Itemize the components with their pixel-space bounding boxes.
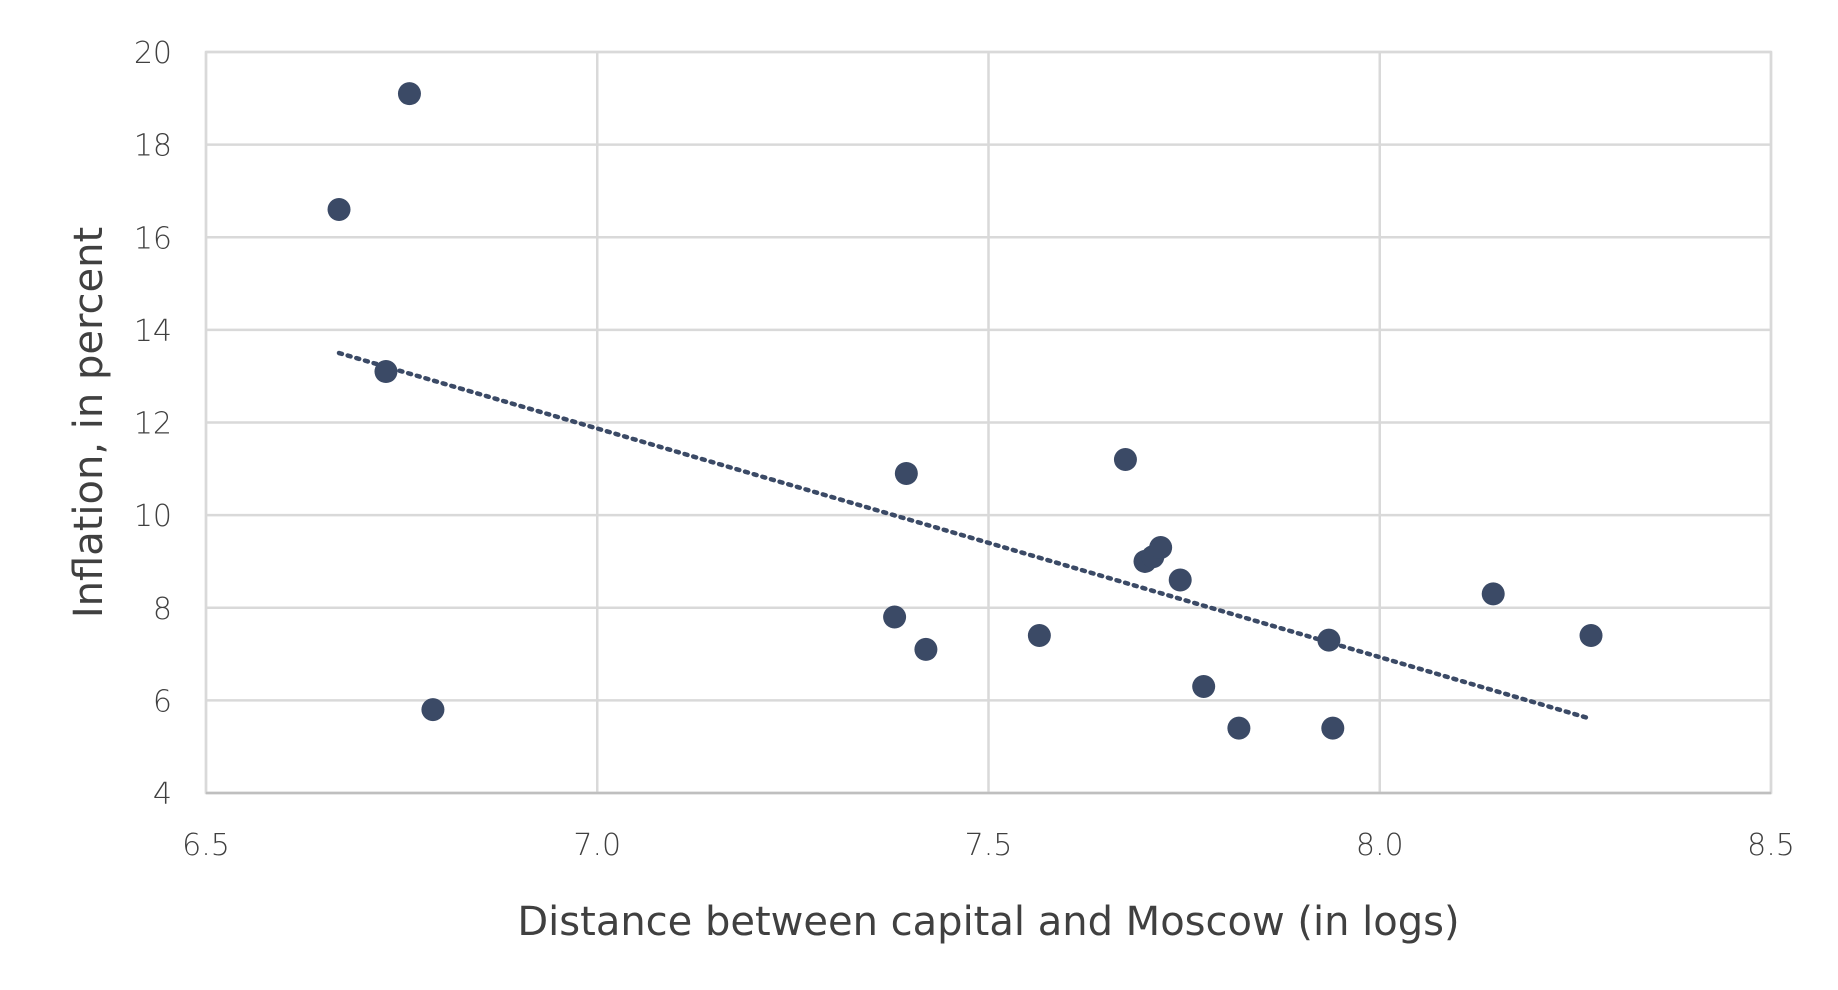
y-tick-label: 14 — [134, 314, 172, 349]
data-point — [883, 605, 907, 629]
data-point — [421, 698, 445, 722]
y-tick-label: 20 — [134, 36, 172, 71]
x-tick-label: 8.5 — [1747, 828, 1795, 863]
data-points — [327, 82, 1603, 740]
trendline — [336, 350, 1594, 722]
data-point — [1192, 674, 1216, 698]
y-tick-label: 18 — [134, 129, 172, 164]
y-tick-label: 4 — [153, 777, 172, 812]
y-tick-label: 8 — [153, 592, 172, 627]
data-point — [1227, 716, 1251, 740]
x-axis: 6.5 7.0 7.5 8.0 8.5 — [182, 791, 1795, 863]
data-point — [894, 461, 918, 485]
trendline-group — [336, 350, 1594, 722]
y-tick-label: 10 — [134, 499, 172, 534]
data-point — [1113, 448, 1137, 472]
x-tick-label: 7.5 — [965, 828, 1013, 863]
x-tick-label: 8.0 — [1356, 828, 1404, 863]
y-axis: 4 6 8 10 12 14 16 18 20 — [134, 36, 172, 812]
data-point — [1579, 624, 1603, 648]
data-point — [1321, 716, 1345, 740]
data-point — [1027, 624, 1051, 648]
y-tick-label: 6 — [153, 684, 172, 719]
y-axis-title: Inflation, in percent — [66, 227, 112, 618]
data-point — [1168, 568, 1192, 592]
grid — [204, 50, 1773, 795]
data-point — [327, 197, 351, 221]
data-point — [1481, 582, 1505, 606]
x-tick-label: 7.0 — [573, 828, 621, 863]
data-point — [1317, 628, 1341, 652]
x-axis-title: Distance between capital and Moscow (in … — [517, 899, 1459, 945]
data-point — [1149, 536, 1173, 560]
y-tick-label: 12 — [134, 407, 172, 442]
data-point — [397, 82, 421, 106]
y-tick-label: 16 — [134, 221, 172, 256]
x-tick-label: 6.5 — [182, 828, 230, 863]
data-point — [374, 360, 398, 384]
data-point — [914, 637, 938, 661]
